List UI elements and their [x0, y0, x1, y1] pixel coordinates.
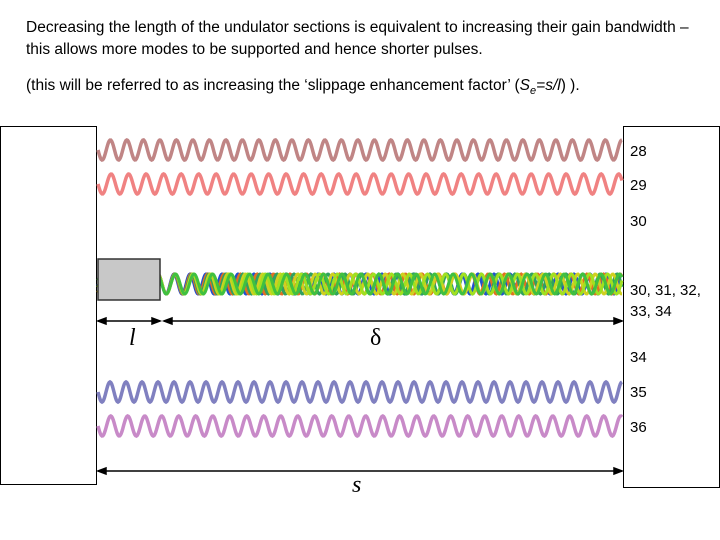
right-mirror-box [623, 126, 720, 488]
mode-label-35: 35 [630, 384, 647, 401]
mode-wave-group-6 [96, 272, 624, 296]
delta-arrowhead-left [161, 316, 173, 326]
slippage-symbol-S: S [519, 77, 531, 94]
delta-arrowhead-right [613, 316, 625, 326]
l-arrowhead-left [95, 316, 107, 326]
mode-wave-28 [96, 137, 623, 163]
slippage-delta-symbol: δ [370, 325, 382, 351]
slippage-suffix: ) ). [560, 77, 580, 94]
mode-label-30: 30 [630, 213, 647, 230]
slippage-subscript: e [530, 85, 537, 98]
mode-wave-29 [96, 172, 624, 196]
slippage-paragraph: (this will be referred to as increasing … [26, 75, 580, 102]
left-mirror-box [0, 126, 97, 485]
separation-symbol: s [352, 472, 362, 498]
mode-label-group-line1: 30, 31, 32, [630, 282, 701, 299]
slippage-equation: =s/l [536, 77, 561, 94]
mode-label-29: 29 [630, 177, 647, 194]
mode-label-36: 36 [630, 419, 647, 436]
l-arrowhead-right [151, 316, 163, 326]
s-arrowhead-right [613, 466, 625, 476]
dimension-arrows [95, 316, 625, 476]
wave-group [96, 137, 624, 439]
mode-wave-34 [96, 379, 623, 405]
description-paragraph: Decreasing the length of the undulator s… [26, 19, 689, 58]
s-arrowhead-left [95, 466, 107, 476]
undulator-section-box [97, 258, 161, 301]
mode-label-34: 34 [630, 349, 647, 366]
slippage-prefix: (this will be referred to as increasing … [26, 77, 520, 94]
mode-label-group-line2: 33, 34 [630, 303, 672, 320]
undulator-length-symbol: l [129, 325, 136, 351]
mode-wave-36 [96, 413, 624, 439]
mode-label-28: 28 [630, 143, 647, 160]
